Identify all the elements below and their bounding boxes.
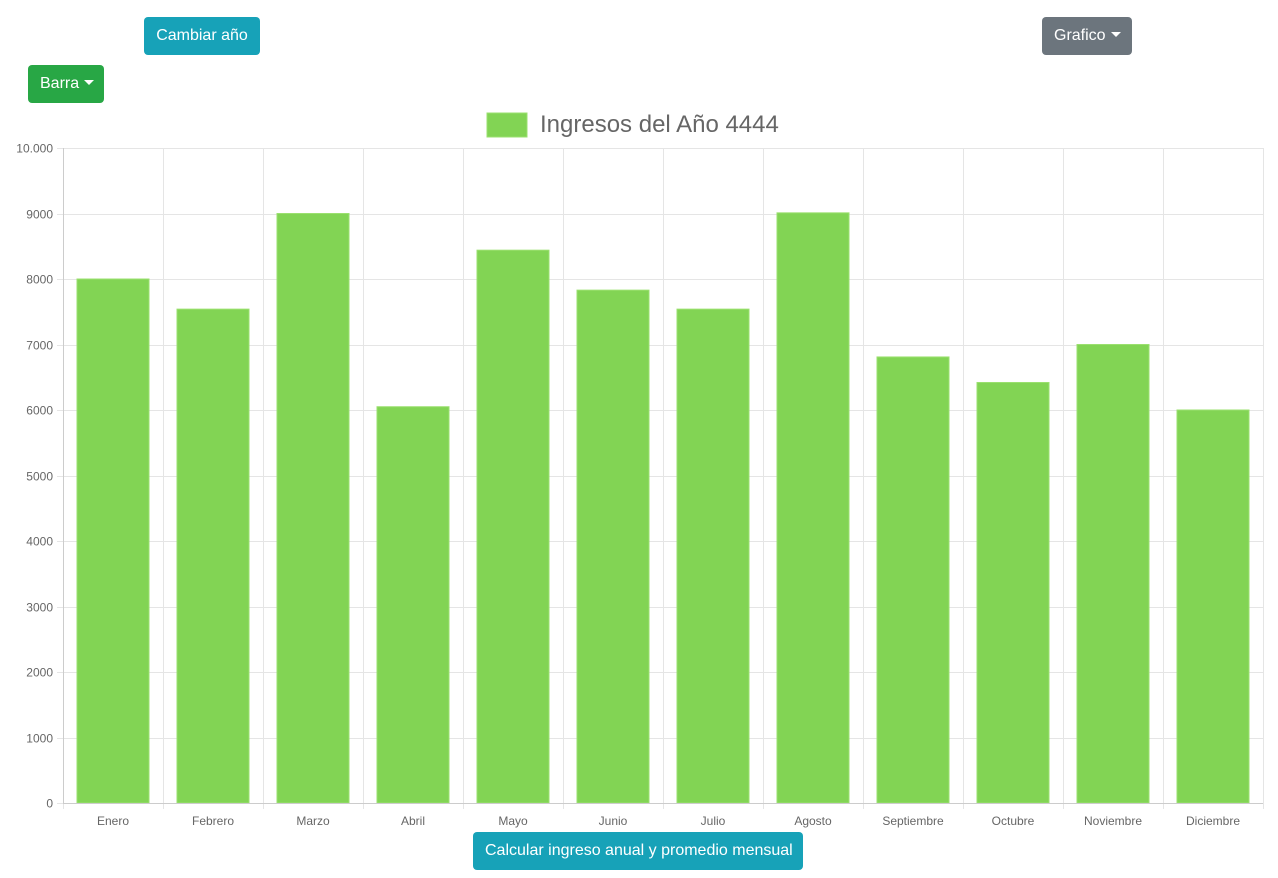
chart-menu-label: Grafico xyxy=(1054,27,1106,44)
bar-diciembre[interactable] xyxy=(1176,409,1250,804)
chart-type-dropdown[interactable]: Barra xyxy=(28,65,104,103)
bar-mayo[interactable] xyxy=(476,249,550,804)
chart-type-label: Barra xyxy=(40,75,80,92)
y-tick-label: 4000 xyxy=(26,535,53,549)
x-tick-label: Diciembre xyxy=(1186,814,1240,828)
caret-down-icon xyxy=(1110,32,1121,37)
bar-septiembre[interactable] xyxy=(876,356,950,804)
x-tick-label: Noviembre xyxy=(1084,814,1142,828)
y-tick-label: 7000 xyxy=(26,339,53,353)
bar-abril[interactable] xyxy=(376,406,450,804)
y-tick-label: 6000 xyxy=(26,404,53,418)
income-bar-chart: 0 1000 2000 3000 4000 5000 6000 7000 8000 9000 10.… xyxy=(16,111,1264,828)
caret-down-icon xyxy=(84,80,95,85)
bar-julio[interactable] xyxy=(676,308,750,804)
bar-octubre[interactable] xyxy=(976,381,1050,804)
chart-legend[interactable]: Ingresos del Año 4444 xyxy=(486,111,779,138)
x-tick-label: Marzo xyxy=(296,814,330,828)
bar-febrero[interactable] xyxy=(176,308,250,804)
x-tick-label: Octubre xyxy=(992,814,1035,828)
y-tick-label: 8000 xyxy=(26,273,53,287)
legend-label: Ingresos del Año 4444 xyxy=(540,111,779,138)
x-tick-label: Septiembre xyxy=(882,814,944,828)
bar-noviembre[interactable] xyxy=(1076,344,1150,804)
x-tick-label: Junio xyxy=(599,814,628,828)
bar-enero[interactable] xyxy=(76,278,150,804)
change-year-button[interactable]: Cambiar año xyxy=(144,17,260,55)
x-tick-label: Febrero xyxy=(192,814,234,828)
x-tick-label: Julio xyxy=(701,814,726,828)
y-tick-label: 5000 xyxy=(26,470,53,484)
x-tick-label: Abril xyxy=(401,814,425,828)
axes: 0 1000 2000 3000 4000 5000 6000 7000 8000 9000 10.… xyxy=(16,142,1263,828)
bar-junio[interactable] xyxy=(576,289,650,804)
y-tick-label: 10.000 xyxy=(16,142,53,156)
y-tick-label: 3000 xyxy=(26,601,53,615)
y-tick-label: 9000 xyxy=(26,208,53,222)
bar-marzo[interactable] xyxy=(276,213,350,804)
x-tick-label: Agosto xyxy=(794,814,832,828)
x-tick-label: Mayo xyxy=(498,814,528,828)
calculate-income-button[interactable]: Calcular ingreso anual y promedio mensua… xyxy=(473,832,803,870)
x-tick-label: Enero xyxy=(97,814,129,828)
chart-menu-dropdown[interactable]: Grafico xyxy=(1042,17,1132,55)
y-tick-label: 2000 xyxy=(26,666,53,680)
legend-swatch xyxy=(486,112,528,138)
y-tick-label: 0 xyxy=(46,797,53,811)
bar-agosto[interactable] xyxy=(776,212,850,804)
bars xyxy=(76,212,1250,804)
y-tick-label: 1000 xyxy=(26,732,53,746)
